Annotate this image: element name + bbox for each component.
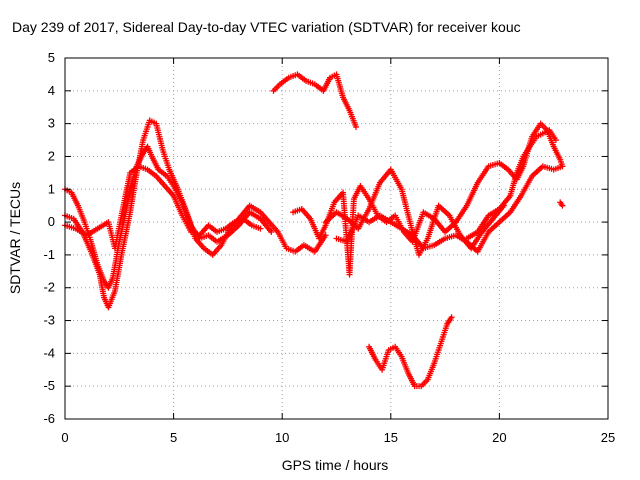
x-axis-label: GPS time / hours xyxy=(282,457,389,473)
y-tick-label: -6 xyxy=(43,411,55,426)
chart-title: Day 239 of 2017, Sidereal Day-to-day VTE… xyxy=(12,19,521,35)
y-tick-label: 3 xyxy=(48,116,55,131)
y-tick-label: 2 xyxy=(48,148,55,163)
y-tick-label: -5 xyxy=(43,378,55,393)
x-tick-label: 10 xyxy=(275,430,289,445)
data-series xyxy=(557,199,566,209)
plot-frame xyxy=(64,57,609,420)
y-tick-label: 0 xyxy=(48,214,55,229)
ticks-layer: 0 5 10 15 20 25 -6 -5 -4 -3 -2 -1 0 1 2 3 4 5 xyxy=(43,50,615,445)
data-point xyxy=(448,314,455,321)
y-tick-label: -4 xyxy=(43,345,55,360)
data-point xyxy=(559,163,566,170)
x-tick-label: 20 xyxy=(492,430,506,445)
data-point xyxy=(552,137,559,144)
data-series xyxy=(62,163,264,252)
data-point xyxy=(257,225,264,232)
data-layer xyxy=(62,71,566,390)
y-tick-label: 4 xyxy=(48,83,55,98)
data-point xyxy=(268,228,275,235)
y-tick-label: 5 xyxy=(48,50,55,65)
x-tick-label: 5 xyxy=(170,430,177,445)
y-tick-label: -1 xyxy=(43,247,55,262)
y-axis-label: SDTVAR / TECUs xyxy=(7,182,23,294)
data-series xyxy=(366,314,455,390)
data-series xyxy=(333,163,566,255)
data-point xyxy=(353,123,360,130)
y-tick-label: -2 xyxy=(43,280,55,295)
x-tick-label: 15 xyxy=(384,430,398,445)
grid-layer xyxy=(65,58,608,419)
y-tick-label: -3 xyxy=(43,313,55,328)
x-tick-label: 25 xyxy=(601,430,615,445)
y-tick-label: 1 xyxy=(48,181,55,196)
data-series xyxy=(463,127,559,242)
x-tick-label: 0 xyxy=(61,430,68,445)
data-series xyxy=(270,71,360,130)
data-point xyxy=(559,202,566,209)
